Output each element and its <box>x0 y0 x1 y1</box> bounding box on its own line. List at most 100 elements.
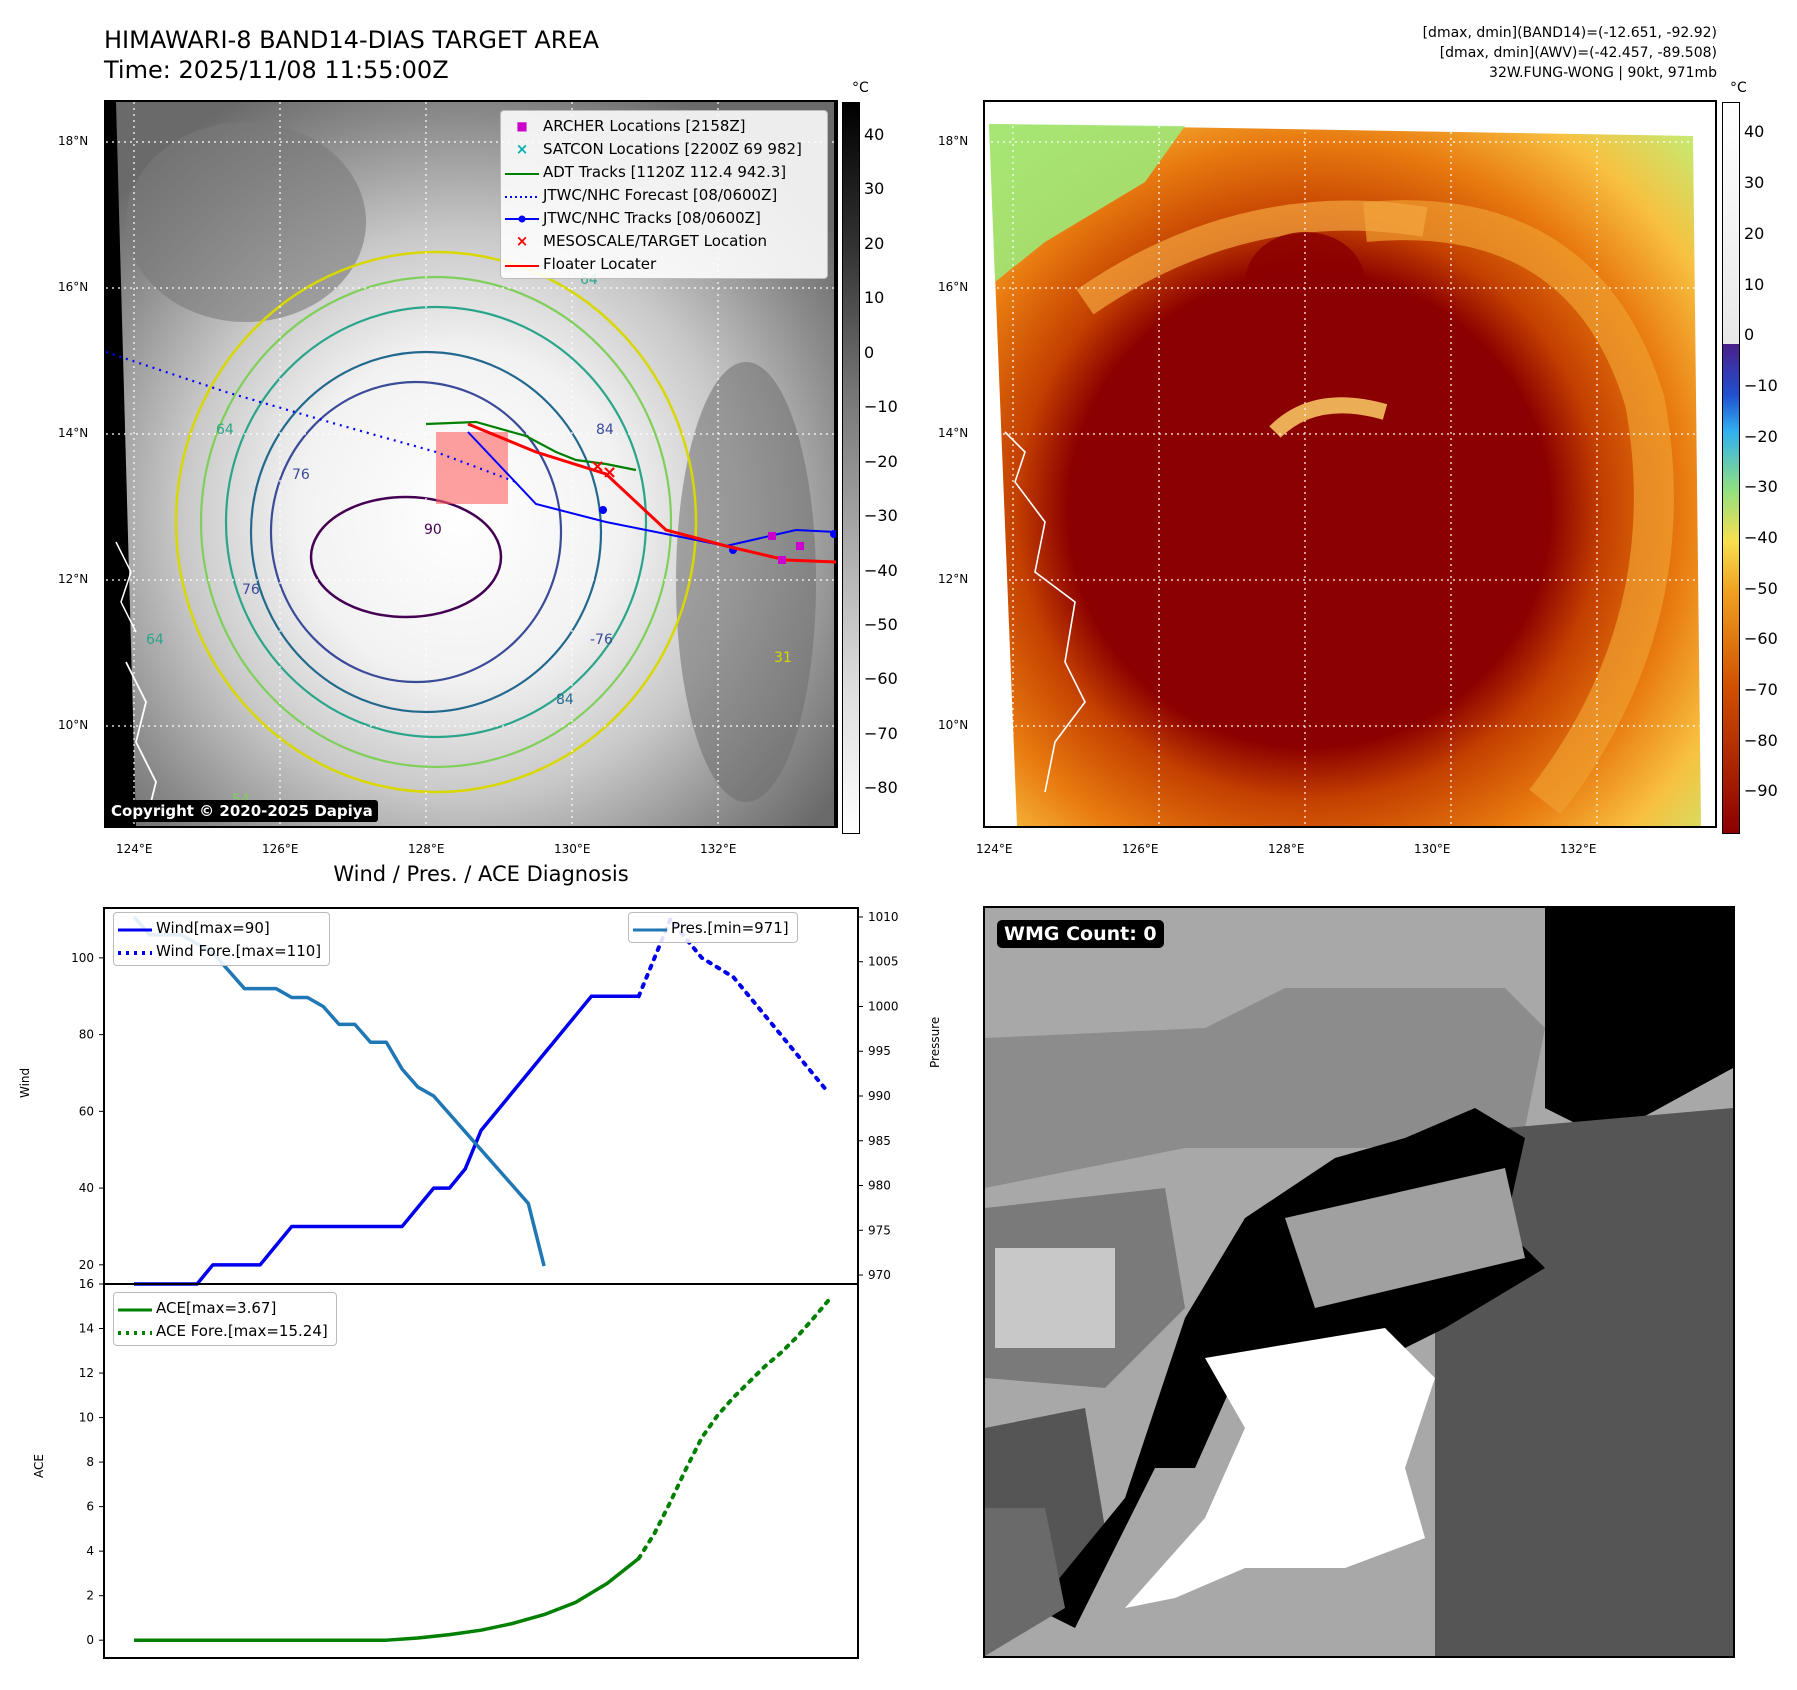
colorbar-tick-label: 0 <box>1744 325 1755 345</box>
wind-tick-label: 100 <box>71 951 94 965</box>
ace-plot-frame <box>103 1283 859 1659</box>
legend-item-archer: ■ ARCHER Locations [2158Z] <box>501 114 827 137</box>
awv-colorbar <box>1722 102 1740 834</box>
colorbar-tick-label: 20 <box>1744 223 1765 243</box>
pressure-tick-label: 970 <box>868 1268 891 1282</box>
legend-item-satcon: × SATCON Locations [2200Z 69 982] <box>501 137 827 160</box>
ace-tick-label: 4 <box>86 1544 94 1558</box>
solid-line-icon <box>501 163 543 181</box>
ace-forecast-line <box>636 1298 830 1561</box>
map-legend: ■ ARCHER Locations [2158Z] × SATCON Locati… <box>500 110 828 279</box>
colorbar-unit: °C <box>1730 80 1747 96</box>
lat-tick: 14°N <box>938 426 969 440</box>
svg-text:×: × <box>602 462 617 483</box>
colorbar-unit: °C <box>852 80 869 96</box>
legend-item-mesoscale: × MESOSCALE/TARGET Location <box>501 229 827 252</box>
solid-line-icon <box>629 919 671 937</box>
square-marker-icon: ■ <box>516 118 528 133</box>
contour-label: 31 <box>774 650 792 666</box>
lat-tick: 12°N <box>938 572 969 586</box>
ace-line <box>134 1557 640 1642</box>
lon-tick: 132°E <box>1560 842 1597 856</box>
ace-tick-label: 8 <box>86 1455 94 1469</box>
legend-item-wind-forecast: Wind Fore.[max=110] <box>114 939 321 962</box>
figure-title: HIMAWARI-8 BAND14-DIAS TARGET AREA <box>104 26 600 54</box>
colorbar-tick-label: 40 <box>864 124 885 144</box>
pressure-legend: Pres.[min=971] <box>628 912 798 943</box>
lon-tick: 124°E <box>976 842 1013 856</box>
legend-item-jtwc-forecast: JTWC/NHC Forecast [08/0600Z] <box>501 183 827 206</box>
contour-label: 64 <box>146 632 164 648</box>
colorbar-tick-label: −40 <box>1744 527 1778 547</box>
legend-item-floater: Floater Locater <box>501 252 827 275</box>
ir-colorbar <box>842 102 860 834</box>
colorbar-tick-label: −80 <box>1744 730 1778 750</box>
wind-legend: Wind[max=90] Wind Fore.[max=110] <box>113 912 331 966</box>
lat-tick: 12°N <box>58 572 89 586</box>
copyright-badge: Copyright © 2020-2025 Dapiya <box>106 800 378 822</box>
pressure-tick-label: 1010 <box>868 910 899 924</box>
legend-item-wind: Wind[max=90] <box>114 916 321 939</box>
diagnosis-title: Wind / Pres. / ACE Diagnosis <box>333 862 629 886</box>
wind-forecast-line <box>636 917 830 1095</box>
colorbar-tick-label: −80 <box>864 778 898 798</box>
colorbar-tick-label: −20 <box>1744 426 1778 446</box>
pressure-tick-label: 985 <box>868 1134 891 1148</box>
ace-tick-label: 2 <box>86 1589 94 1603</box>
wmg-count-badge: WMG Count: 0 <box>997 920 1164 948</box>
ace-tick-label: 16 <box>79 1277 94 1291</box>
ace-legend: ACE[max=3.67] ACE Fore.[max=15.24] <box>113 1292 337 1346</box>
ace-tick-label: 6 <box>86 1500 94 1514</box>
lon-tick: 130°E <box>554 842 591 856</box>
pressure-tick-label: 1005 <box>868 955 899 969</box>
ace-tick-label: 0 <box>86 1633 94 1647</box>
pressure-axis-label: Pressure <box>928 1016 942 1068</box>
colorbar-tick-label: 30 <box>864 179 885 199</box>
colorbar-tick-label: −10 <box>1744 375 1778 395</box>
awv-map-image <box>985 102 1715 826</box>
lat-tick: 16°N <box>58 280 89 294</box>
solid-line-icon <box>501 255 543 273</box>
storm-info: 32W.FUNG-WONG | 90kt, 971mb <box>1489 65 1717 81</box>
wind-line <box>134 994 639 1286</box>
contour-label: 90 <box>424 522 442 538</box>
lat-tick: 10°N <box>938 718 969 732</box>
svg-text:×: × <box>590 456 605 477</box>
ace-axis-label: ACE <box>32 1454 46 1478</box>
lat-tick: 16°N <box>938 280 969 294</box>
wmg-panel: WMG Count: 0 <box>983 906 1735 1658</box>
colorbar-tick-label: −60 <box>864 669 898 689</box>
x-marker-icon: × <box>515 231 529 250</box>
pressure-tick-label: 980 <box>868 1179 891 1193</box>
ace-tick-label: 10 <box>79 1411 94 1425</box>
colorbar-tick-label: 20 <box>864 233 885 253</box>
colorbar-tick-label: 40 <box>1744 122 1765 142</box>
wind-tick-label: 80 <box>79 1028 94 1042</box>
solid-line-icon <box>114 919 156 937</box>
x-marker-icon: × <box>515 139 529 158</box>
lat-tick: 18°N <box>938 134 969 148</box>
line-dot-icon <box>501 209 543 227</box>
lat-tick: 18°N <box>58 134 89 148</box>
legend-item-adt: ADT Tracks [1120Z 112.4 942.3] <box>501 160 827 183</box>
pressure-tick-label: 975 <box>868 1223 891 1237</box>
colorbar-tick-label: −90 <box>1744 781 1778 801</box>
dotted-line-icon <box>114 942 156 960</box>
wind-tick-label: 20 <box>79 1258 94 1272</box>
ir-map-panel: × × 64 64 76 90 84 76 -76 84 64 31 54 ■A… <box>104 100 838 828</box>
awv-stats: [dmax, dmin](AWV)=(-42.457, -89.508) <box>1439 45 1717 61</box>
colorbar-tick-label: 10 <box>1744 274 1765 294</box>
colorbar-tick-label: 10 <box>864 288 885 308</box>
contour-label: 84 <box>556 692 574 708</box>
lat-tick: 10°N <box>58 718 89 732</box>
lon-tick: 126°E <box>1122 842 1159 856</box>
wind-tick-label: 40 <box>79 1181 94 1195</box>
ace-tick-label: 14 <box>79 1322 94 1336</box>
colorbar-tick-label: −70 <box>1744 680 1778 700</box>
pressure-tick-label: 990 <box>868 1089 891 1103</box>
colorbar-tick-label: −50 <box>1744 578 1778 598</box>
lon-tick: 128°E <box>408 842 445 856</box>
wind-tick-label: 60 <box>79 1104 94 1118</box>
colorbar-tick-label: 0 <box>864 342 875 362</box>
legend-item-ace-forecast: ACE Fore.[max=15.24] <box>114 1319 328 1342</box>
